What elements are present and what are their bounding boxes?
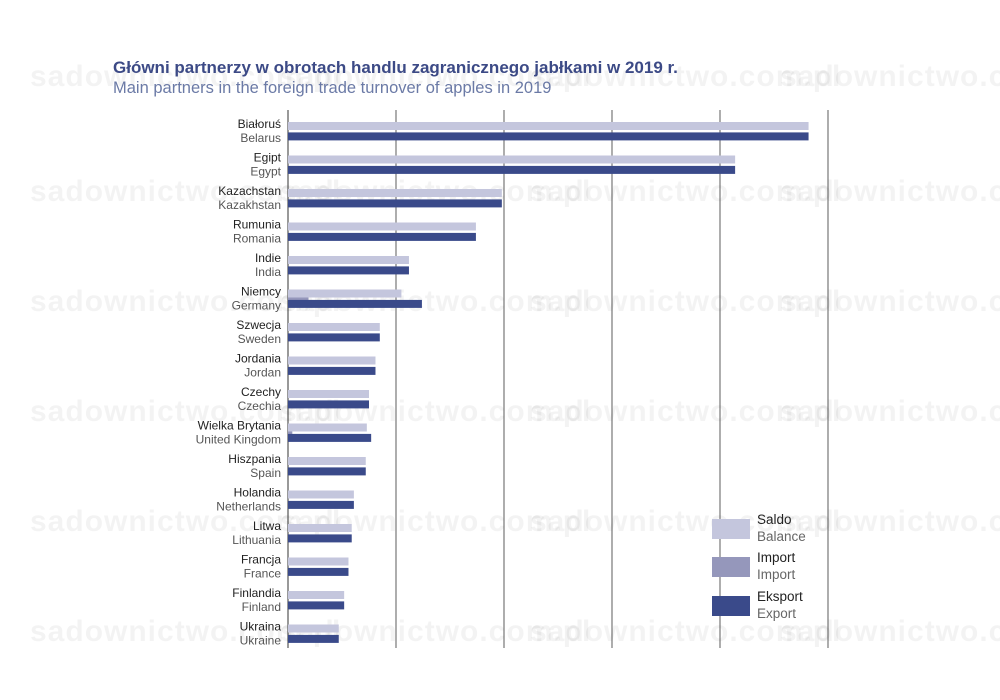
bar-saldo	[288, 289, 402, 298]
category-label-en: Finland	[242, 600, 281, 614]
legend-label-en-saldo: Balance	[757, 529, 806, 544]
bar-saldo	[288, 557, 349, 566]
chart-subtitle: Main partners in the foreign trade turno…	[113, 79, 552, 97]
category-label: Rumunia	[233, 218, 281, 232]
bar-eksport	[288, 333, 380, 342]
category-label: Czechy	[241, 385, 281, 399]
bar-eksport	[288, 132, 809, 141]
bar-saldo	[288, 390, 369, 398]
category-label-en: Belarus	[240, 131, 281, 145]
legend-label-en-import: Import	[757, 567, 796, 582]
bar-saldo	[288, 524, 352, 532]
bar-eksport	[288, 467, 366, 476]
bar-eksport	[288, 567, 349, 576]
legend-swatch-eksport	[712, 596, 750, 616]
bar-saldo	[288, 155, 736, 164]
chart-title: Główni partnerzy w obrotach handlu zagra…	[113, 58, 678, 77]
bar-eksport	[288, 534, 352, 543]
category-label: Niemcy	[241, 285, 281, 299]
category-label-en: France	[244, 567, 282, 581]
bar-eksport	[288, 400, 369, 409]
category-label: Wielka Brytania	[198, 419, 282, 433]
bar-saldo	[288, 423, 367, 432]
category-label-en: Germany	[232, 299, 281, 313]
category-label: Indie	[255, 251, 281, 265]
category-label: Kazachstan	[218, 184, 281, 198]
bar-eksport	[288, 199, 502, 208]
bar-eksport	[288, 433, 372, 442]
category-label-en: Lithuania	[232, 533, 281, 547]
category-label-en: Jordan	[244, 366, 281, 380]
bar-saldo	[288, 189, 502, 197]
legend-label-eksport: Eksport	[757, 589, 803, 604]
category-label: Francja	[241, 553, 281, 567]
category-label: Jordania	[235, 352, 281, 366]
bar-eksport	[288, 299, 422, 308]
bar-saldo	[288, 457, 366, 465]
category-label-en: Czechia	[238, 399, 282, 413]
category-label-en: Romania	[233, 232, 281, 246]
bar-eksport	[288, 266, 409, 275]
bar-saldo	[288, 256, 409, 264]
legend-label-import: Import	[757, 550, 796, 565]
legend-swatch-import	[712, 557, 750, 577]
bar-eksport	[288, 366, 376, 375]
bar-eksport	[288, 165, 736, 174]
legend-swatch-saldo	[712, 519, 750, 539]
category-label-en: Ukraine	[240, 634, 282, 648]
bar-eksport	[288, 634, 339, 643]
category-label: Ukraina	[240, 620, 282, 634]
category-label-en: India	[255, 265, 281, 279]
bar-eksport	[288, 500, 354, 509]
bar-saldo	[288, 591, 345, 599]
legend-label-saldo: Saldo	[757, 512, 792, 527]
bar-eksport	[288, 601, 345, 610]
bar-saldo	[288, 122, 809, 130]
category-label-en: Spain	[250, 466, 281, 480]
category-label: Hiszpania	[228, 452, 281, 466]
category-label-en: Sweden	[238, 332, 281, 346]
category-label: Białoruś	[238, 117, 281, 131]
bar-saldo	[288, 624, 339, 633]
bar-saldo	[288, 490, 354, 499]
bar-saldo	[288, 323, 380, 331]
category-label: Litwa	[253, 519, 281, 533]
legend-label-en-eksport: Export	[757, 606, 796, 621]
category-label-en: Kazakhstan	[218, 198, 281, 212]
category-label-en: Egypt	[250, 165, 281, 179]
category-label: Holandia	[234, 486, 282, 500]
category-label-en: Netherlands	[216, 500, 281, 514]
bar-saldo	[288, 356, 376, 365]
category-label: Egipt	[254, 151, 282, 165]
category-label: Finlandia	[232, 586, 281, 600]
category-label-en: United Kingdom	[196, 433, 281, 447]
bar-eksport	[288, 232, 476, 241]
bar-saldo	[288, 222, 476, 231]
category-label: Szwecja	[236, 318, 281, 332]
